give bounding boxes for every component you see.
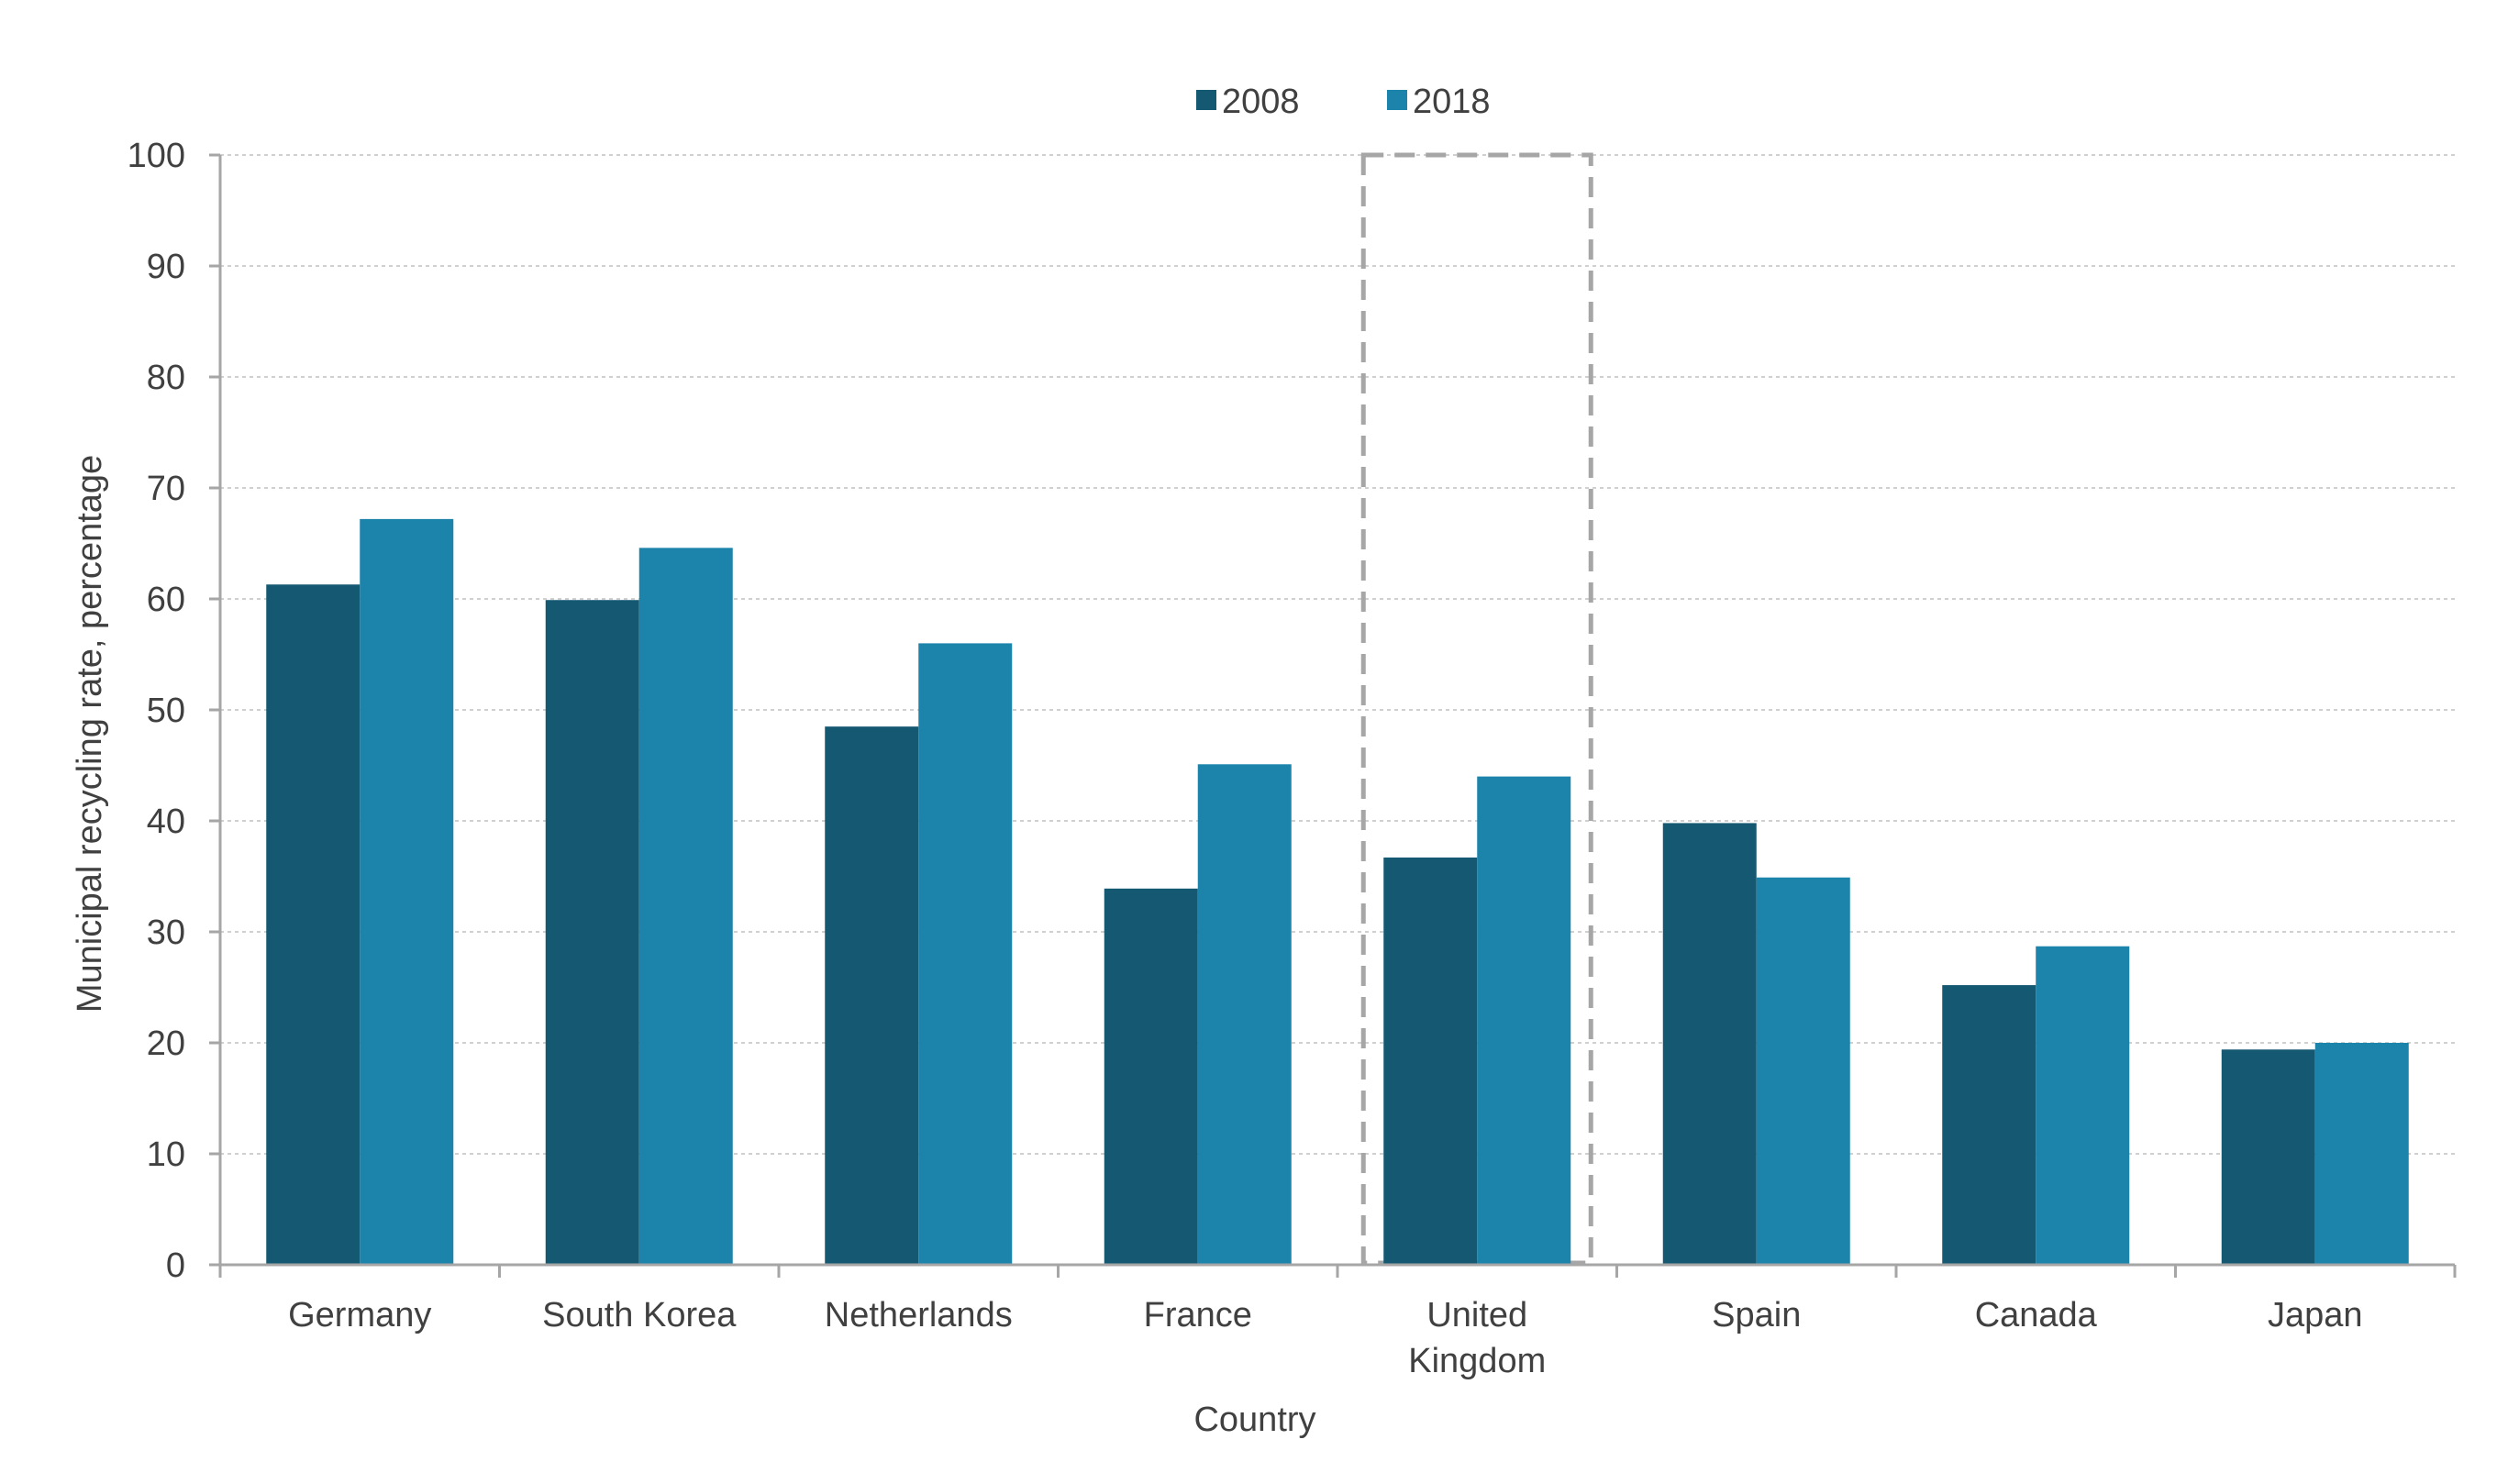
y-tick-label: 50 (147, 692, 185, 730)
x-tick-label-line: Germany (288, 1296, 431, 1334)
y-tick-label: 70 (147, 470, 185, 508)
bar-2018-united-kingdom (1477, 776, 1571, 1265)
x-tick-label: Germany (288, 1296, 431, 1334)
bar-2018-canada (2036, 946, 2130, 1265)
x-tick-label: Canada (1975, 1296, 2098, 1334)
bar-2008-japan (2221, 1049, 2315, 1265)
bar-2018-spain (1756, 877, 1850, 1265)
bar-2018-japan (2314, 1043, 2409, 1265)
y-tick-labels: 0 10 20 30 40 50 60 70 80 90 100 (128, 137, 185, 1285)
bar-2008-germany (266, 584, 361, 1265)
x-tick-label: Netherlands (825, 1296, 1013, 1334)
y-tick-label: 10 (147, 1135, 185, 1174)
x-tick-label-line: Kingdom (1408, 1342, 1546, 1380)
x-tick-label: South Korea (542, 1296, 737, 1334)
x-tick-label-line: Japan (2268, 1296, 2363, 1334)
x-axis-title: Country (1193, 1401, 1315, 1439)
y-tick-label: 20 (147, 1024, 185, 1063)
x-tick-label-line: South Korea (542, 1296, 737, 1334)
bar-2008-france (1104, 888, 1198, 1265)
bar-2018-france (1197, 764, 1292, 1265)
legend-label-2018: 2018 (1413, 83, 1491, 121)
x-tick-label: Japan (2268, 1296, 2363, 1334)
y-tick-label: 60 (147, 581, 185, 619)
x-tick-label-line: United (1426, 1296, 1527, 1334)
y-tick-label: 80 (147, 359, 185, 397)
bars (266, 518, 2409, 1265)
bar-2008-spain (1662, 823, 1757, 1265)
bar-2008-netherlands (825, 726, 919, 1265)
bar-2018-germany (360, 518, 454, 1265)
y-tick-label: 30 (147, 914, 185, 952)
y-tick-label: 40 (147, 803, 185, 841)
bar-2008-south-korea (545, 600, 639, 1265)
x-tick-label: United Kingdom (1408, 1296, 1546, 1380)
bar-2008-united-kingdom (1383, 857, 1478, 1265)
bar-2018-south-korea (638, 548, 733, 1265)
axes (209, 153, 2457, 1278)
legend: 2008 2018 (1196, 83, 1491, 121)
legend-label-2008: 2008 (1222, 83, 1300, 121)
bar-2008-canada (1942, 985, 2036, 1265)
y-tick-label: 90 (147, 248, 185, 286)
gridlines (220, 154, 2455, 1155)
x-tick-label: Spain (1712, 1296, 1801, 1334)
x-tick-labels: Germany South Korea Netherlands France Unite… (288, 1296, 2362, 1380)
x-tick-label-line: Netherlands (825, 1296, 1013, 1334)
y-axis-title: Municipal recycling rate, percentage (71, 455, 109, 1013)
y-tick-label: 0 (166, 1246, 185, 1285)
x-tick-label-line: Spain (1712, 1296, 1801, 1334)
x-tick-label-line: Canada (1975, 1296, 2098, 1334)
bar-2018-netherlands (918, 643, 1013, 1265)
x-tick-label-line: France (1144, 1296, 1252, 1334)
legend-swatch-2008 (1196, 90, 1216, 110)
x-tick-label: France (1144, 1296, 1252, 1334)
y-tick-label: 100 (128, 137, 185, 175)
legend-swatch-2018 (1387, 90, 1407, 110)
